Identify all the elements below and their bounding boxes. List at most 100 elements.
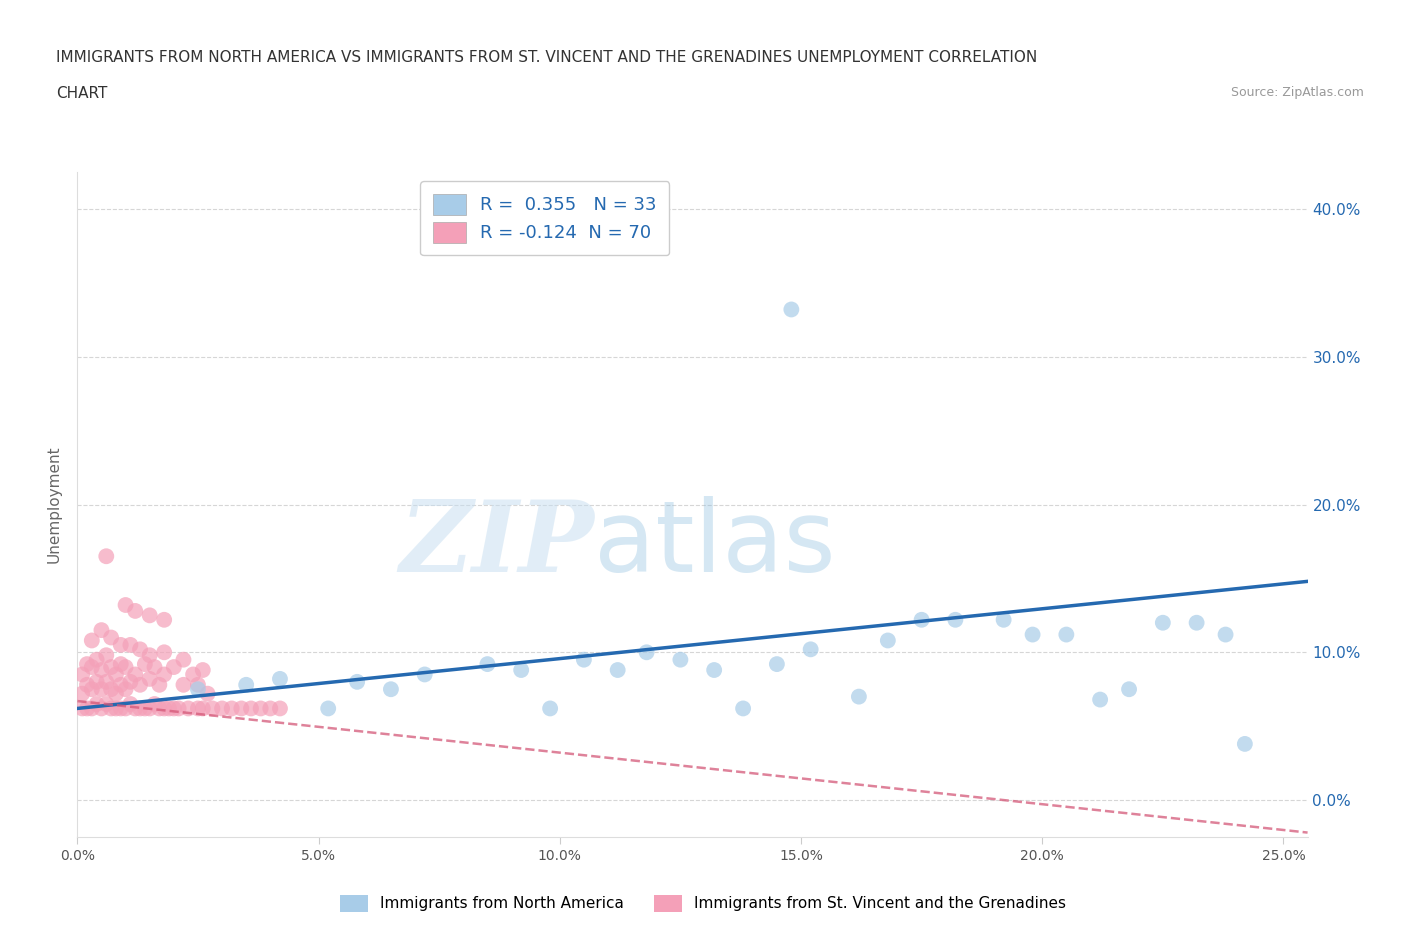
Point <box>181 667 204 682</box>
Point <box>249 701 271 716</box>
Point <box>191 662 214 677</box>
Point <box>100 659 122 674</box>
Point <box>187 701 209 716</box>
Point <box>70 667 93 682</box>
Point <box>138 671 160 686</box>
Point <box>153 612 176 627</box>
Legend: R =  0.355   N = 33, R = -0.124  N = 70: R = 0.355 N = 33, R = -0.124 N = 70 <box>420 181 669 256</box>
Point <box>138 648 160 663</box>
Point <box>235 677 257 692</box>
Point <box>1233 737 1256 751</box>
Point <box>120 637 142 652</box>
Point <box>76 701 98 716</box>
Point <box>90 623 112 638</box>
Point <box>90 701 112 716</box>
Point <box>90 682 112 697</box>
Point <box>90 662 112 677</box>
Point <box>138 701 160 716</box>
Point <box>187 677 209 692</box>
Point <box>114 659 136 674</box>
Point <box>80 701 103 716</box>
Point <box>167 701 190 716</box>
Point <box>221 701 243 716</box>
Text: ZIP: ZIP <box>399 497 595 592</box>
Point <box>346 674 368 689</box>
Point <box>259 701 281 716</box>
Point <box>134 657 156 671</box>
Point <box>96 549 118 564</box>
Point <box>143 697 166 711</box>
Point <box>129 701 152 716</box>
Point <box>86 652 108 667</box>
Point <box>96 697 118 711</box>
Point <box>477 657 499 671</box>
Point <box>153 644 176 659</box>
Point <box>114 682 136 697</box>
Point <box>148 701 170 716</box>
Point <box>163 659 186 674</box>
Point <box>110 657 132 671</box>
Point <box>269 671 291 686</box>
Point <box>86 674 108 689</box>
Point <box>876 633 898 648</box>
Point <box>413 667 436 682</box>
Point <box>1152 616 1174 631</box>
Point <box>1054 627 1077 642</box>
Point <box>114 701 136 716</box>
Point <box>572 652 595 667</box>
Point <box>606 662 628 677</box>
Point <box>110 701 132 716</box>
Point <box>172 677 194 692</box>
Point <box>70 686 93 701</box>
Point <box>70 701 93 716</box>
Point <box>1118 682 1140 697</box>
Point <box>157 701 180 716</box>
Point <box>380 682 402 697</box>
Point <box>780 302 803 317</box>
Point <box>177 701 200 716</box>
Point <box>316 701 339 716</box>
Point <box>945 612 967 627</box>
Point <box>114 598 136 613</box>
Point <box>153 701 176 716</box>
Point <box>269 701 291 716</box>
Point <box>1088 692 1111 707</box>
Point <box>110 637 132 652</box>
Point <box>96 648 118 663</box>
Point <box>1021 627 1043 642</box>
Point <box>104 667 127 682</box>
Text: CHART: CHART <box>56 86 108 100</box>
Point <box>172 652 194 667</box>
Point <box>848 689 870 704</box>
Y-axis label: Unemployment: Unemployment <box>46 445 62 564</box>
Point <box>138 608 160 623</box>
Point <box>231 701 253 716</box>
Point <box>240 701 263 716</box>
Text: atlas: atlas <box>595 496 835 593</box>
Point <box>148 677 170 692</box>
Point <box>993 612 1015 627</box>
Point <box>538 701 561 716</box>
Point <box>129 677 152 692</box>
Point <box>910 612 932 627</box>
Point <box>1185 616 1208 631</box>
Legend: Immigrants from North America, Immigrants from St. Vincent and the Grenadines: Immigrants from North America, Immigrant… <box>335 889 1071 918</box>
Point <box>733 701 755 716</box>
Point <box>766 657 789 671</box>
Point <box>163 701 186 716</box>
Point <box>510 662 533 677</box>
Point <box>201 701 224 716</box>
Point <box>100 682 122 697</box>
Point <box>104 701 127 716</box>
Point <box>636 644 658 659</box>
Point <box>100 701 122 716</box>
Point <box>86 697 108 711</box>
Point <box>76 657 98 671</box>
Point <box>124 667 146 682</box>
Point <box>124 701 146 716</box>
Point <box>120 674 142 689</box>
Point <box>211 701 233 716</box>
Point <box>187 682 209 697</box>
Point <box>100 631 122 645</box>
Point <box>1215 627 1237 642</box>
